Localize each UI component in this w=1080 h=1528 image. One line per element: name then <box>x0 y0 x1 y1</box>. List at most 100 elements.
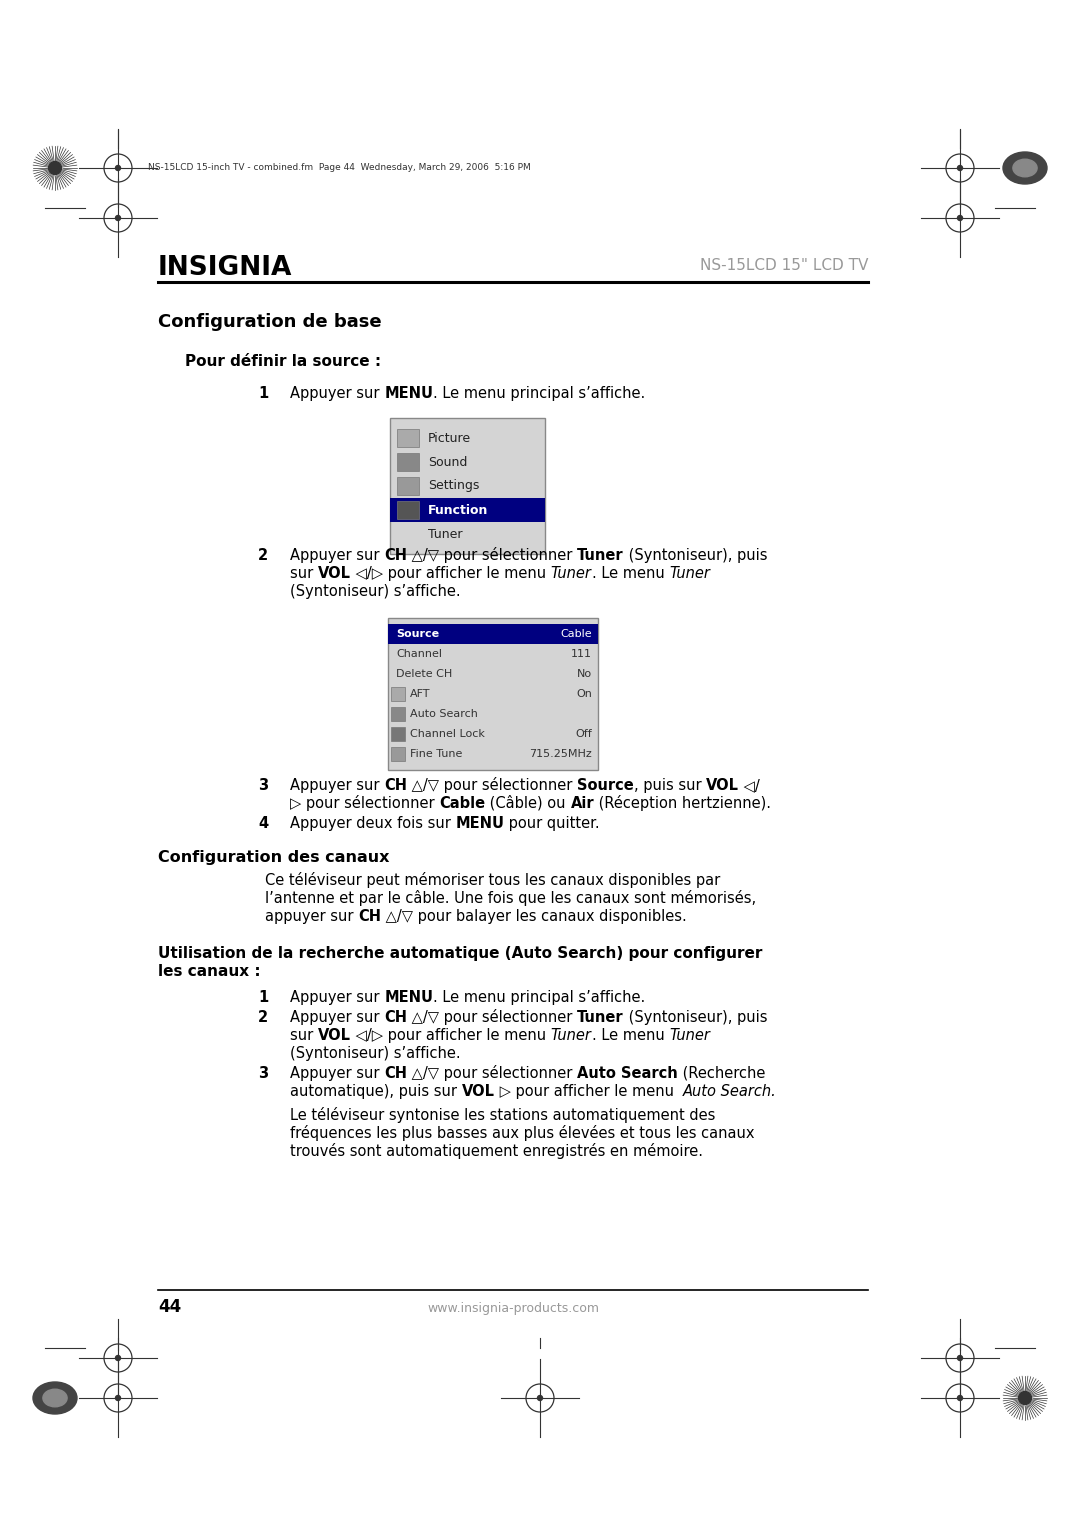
Text: fréquences les plus basses aux plus élevées et tous les canaux: fréquences les plus basses aux plus élev… <box>291 1125 755 1141</box>
Text: △/▽ pour sélectionner: △/▽ pour sélectionner <box>407 778 577 793</box>
Text: On: On <box>576 689 592 698</box>
Text: Auto Search: Auto Search <box>410 709 477 720</box>
Text: ◁/▷ pour afficher le menu: ◁/▷ pour afficher le menu <box>351 565 551 581</box>
Text: Utilisation de la recherche automatique (Auto Search) pour configurer: Utilisation de la recherche automatique … <box>158 946 762 961</box>
Text: 715.25MHz: 715.25MHz <box>529 749 592 759</box>
Text: Cable: Cable <box>440 796 485 811</box>
Text: trouvés sont automatiquement enregistrés en mémoire.: trouvés sont automatiquement enregistrés… <box>291 1143 703 1160</box>
Text: CH: CH <box>384 1067 407 1080</box>
Circle shape <box>958 165 962 171</box>
Text: Configuration de base: Configuration de base <box>158 313 381 332</box>
Text: △/▽ pour sélectionner: △/▽ pour sélectionner <box>407 1008 577 1025</box>
Text: Delete CH: Delete CH <box>396 669 453 678</box>
Text: appuyer sur: appuyer sur <box>265 909 359 924</box>
Text: Cable: Cable <box>561 630 592 639</box>
Text: sur: sur <box>291 565 318 581</box>
Text: Tuner: Tuner <box>551 1028 592 1044</box>
Circle shape <box>116 215 121 220</box>
Text: les canaux :: les canaux : <box>158 964 260 979</box>
Text: Tuner: Tuner <box>428 527 462 541</box>
Text: Appuyer sur: Appuyer sur <box>291 549 384 562</box>
Text: (Syntoniseur), puis: (Syntoniseur), puis <box>624 549 767 562</box>
Text: Tuner: Tuner <box>669 1028 710 1044</box>
Text: △/▽ pour sélectionner: △/▽ pour sélectionner <box>407 547 577 562</box>
Text: automatique), puis sur: automatique), puis sur <box>291 1083 461 1099</box>
Text: VOL: VOL <box>318 565 351 581</box>
Text: CH: CH <box>384 778 407 793</box>
Bar <box>390 498 545 523</box>
Bar <box>391 707 405 721</box>
Text: Tuner: Tuner <box>551 565 592 581</box>
Ellipse shape <box>1003 151 1047 183</box>
Text: (Syntoniseur) s’affiche.: (Syntoniseur) s’affiche. <box>291 1047 461 1060</box>
Text: 1: 1 <box>258 387 268 400</box>
Text: Picture: Picture <box>428 431 471 445</box>
Circle shape <box>958 1355 962 1360</box>
Circle shape <box>116 1395 121 1401</box>
Text: CH: CH <box>384 1010 407 1025</box>
Circle shape <box>958 1395 962 1401</box>
Text: MENU: MENU <box>384 387 433 400</box>
Text: 111: 111 <box>571 649 592 659</box>
Bar <box>390 419 545 555</box>
Text: AFT: AFT <box>410 689 431 698</box>
Bar <box>388 617 598 770</box>
Text: NS-15LCD 15-inch TV - combined.fm  Page 44  Wednesday, March 29, 2006  5:16 PM: NS-15LCD 15-inch TV - combined.fm Page 4… <box>148 163 530 173</box>
Text: Off: Off <box>576 729 592 740</box>
Text: . Le menu principal s’affiche.: . Le menu principal s’affiche. <box>433 990 646 1005</box>
Text: . Le menu: . Le menu <box>592 1028 669 1044</box>
Bar <box>397 452 419 471</box>
Text: CH: CH <box>384 549 407 562</box>
Text: Fine Tune: Fine Tune <box>410 749 462 759</box>
Text: (Câble) ou: (Câble) ou <box>485 796 570 811</box>
Text: Channel Lock: Channel Lock <box>410 729 485 740</box>
Text: Le téléviseur syntonise les stations automatiquement des: Le téléviseur syntonise les stations aut… <box>291 1106 715 1123</box>
Text: (Syntoniseur), puis: (Syntoniseur), puis <box>624 1010 767 1025</box>
Text: No: No <box>577 669 592 678</box>
Text: Function: Function <box>428 504 488 516</box>
Circle shape <box>116 1355 121 1360</box>
Text: (Syntoniseur) s’affiche.: (Syntoniseur) s’affiche. <box>291 584 461 599</box>
Text: Appuyer sur: Appuyer sur <box>291 1067 384 1080</box>
Text: Settings: Settings <box>428 480 480 492</box>
Text: Source: Source <box>396 630 440 639</box>
Text: △/▽ pour balayer les canaux disponibles.: △/▽ pour balayer les canaux disponibles. <box>381 909 687 924</box>
Text: Appuyer sur: Appuyer sur <box>291 1010 384 1025</box>
Bar <box>397 477 419 495</box>
Text: 3: 3 <box>258 1067 268 1080</box>
Bar <box>397 501 419 520</box>
Text: 3: 3 <box>258 778 268 793</box>
Text: www.insignia-products.com: www.insignia-products.com <box>427 1302 599 1316</box>
Text: ▷ pour afficher le menu: ▷ pour afficher le menu <box>495 1083 683 1099</box>
Circle shape <box>958 215 962 220</box>
Text: Air: Air <box>570 796 594 811</box>
Text: INSIGNIA: INSIGNIA <box>158 255 293 281</box>
Text: Auto Search.: Auto Search. <box>683 1083 777 1099</box>
Text: (Réception hertzienne).: (Réception hertzienne). <box>594 795 771 811</box>
Text: 2: 2 <box>258 1010 268 1025</box>
Text: ▷ pour sélectionner: ▷ pour sélectionner <box>291 795 440 811</box>
Text: Pour définir la source :: Pour définir la source : <box>185 354 381 370</box>
Text: 1: 1 <box>258 990 268 1005</box>
Text: ◁/: ◁/ <box>739 778 760 793</box>
Text: 4: 4 <box>258 816 268 831</box>
Text: Tuner: Tuner <box>577 549 624 562</box>
Ellipse shape <box>33 1381 77 1413</box>
Text: Appuyer sur: Appuyer sur <box>291 387 384 400</box>
Bar <box>397 429 419 448</box>
Circle shape <box>116 165 121 171</box>
Text: Channel: Channel <box>396 649 442 659</box>
Text: VOL: VOL <box>461 1083 495 1099</box>
Text: Sound: Sound <box>428 455 468 469</box>
Circle shape <box>49 162 62 174</box>
Text: Appuyer deux fois sur: Appuyer deux fois sur <box>291 816 456 831</box>
Text: sur: sur <box>291 1028 318 1044</box>
Text: VOL: VOL <box>706 778 739 793</box>
Text: Appuyer sur: Appuyer sur <box>291 990 384 1005</box>
Text: MENU: MENU <box>456 816 504 831</box>
Text: Appuyer sur: Appuyer sur <box>291 778 384 793</box>
Text: (Recherche: (Recherche <box>678 1067 766 1080</box>
Bar <box>391 688 405 701</box>
Text: MENU: MENU <box>384 990 433 1005</box>
Text: NS-15LCD 15" LCD TV: NS-15LCD 15" LCD TV <box>700 258 868 272</box>
